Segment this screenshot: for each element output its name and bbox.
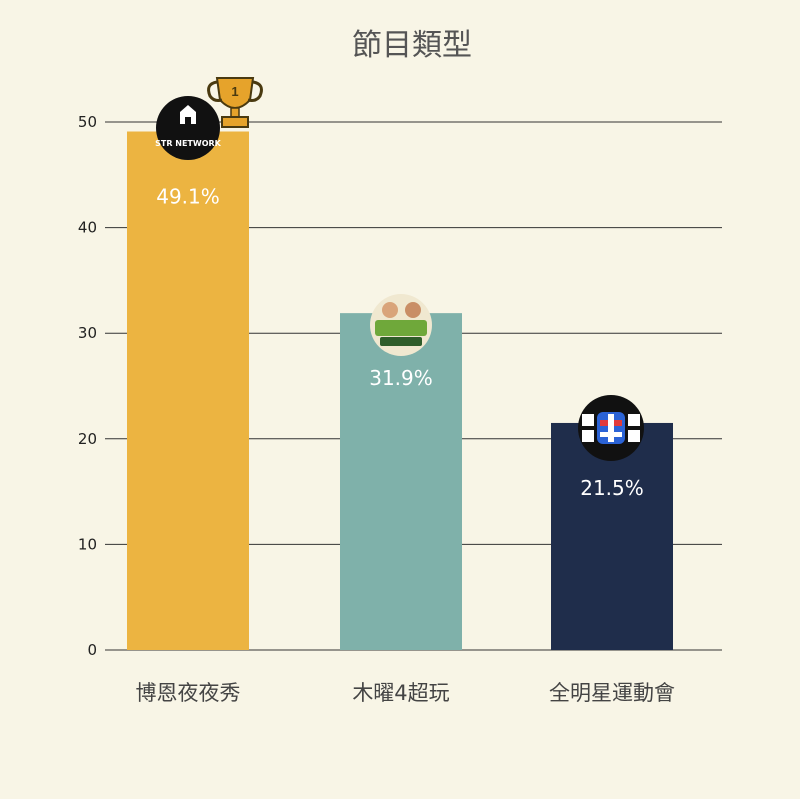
bar — [127, 131, 249, 650]
y-tick-label: 10 — [78, 535, 97, 553]
bars — [127, 131, 673, 650]
data-labels: 49.1% 31.9% 21.5% — [156, 185, 644, 500]
x-tick-label: 木曜4超玩 — [352, 681, 449, 705]
y-axis-ticks: 0 10 20 30 40 50 — [78, 113, 97, 659]
y-tick-label: 40 — [78, 219, 97, 237]
bar — [340, 313, 462, 650]
x-tick-label: 博恩夜夜秀 — [136, 681, 241, 705]
y-tick-label: 30 — [78, 324, 97, 342]
variety-show-logo-icon — [370, 294, 432, 356]
data-label: 31.9% — [369, 366, 433, 390]
chart-title: 節目類型 — [352, 28, 472, 63]
data-label: 49.1% — [156, 185, 220, 209]
data-label: 21.5% — [580, 476, 644, 500]
y-tick-label: 0 — [87, 641, 97, 659]
trophy-rank-label: 1 — [231, 84, 238, 99]
x-tick-label: 全明星運動會 — [549, 681, 675, 705]
str-network-logo-text: STR NETWORK — [155, 139, 222, 148]
all-star-logo-icon — [578, 395, 644, 461]
trophy-icon: 1 — [207, 77, 263, 128]
x-axis-ticks: 博恩夜夜秀 木曜4超玩 全明星運動會 — [136, 681, 676, 705]
y-tick-label: 20 — [78, 430, 97, 448]
y-tick-label: 50 — [78, 113, 97, 131]
str-network-logo-icon: STR NETWORK — [155, 96, 222, 160]
